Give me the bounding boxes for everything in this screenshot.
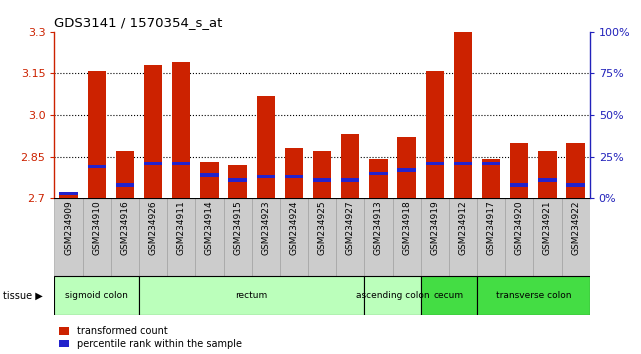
Text: GSM234924: GSM234924 [290,201,299,255]
Bar [510,143,528,198]
Bar [510,183,528,187]
Text: GSM234919: GSM234919 [430,201,439,255]
Text: tissue ▶: tissue ▶ [3,291,43,301]
Text: GSM234920: GSM234920 [515,201,524,255]
Bar [196,198,224,276]
Bar [420,276,477,315]
Text: GSM234910: GSM234910 [92,201,101,255]
Bar [200,173,219,177]
Text: GSM234912: GSM234912 [458,201,467,255]
Bar [54,198,83,276]
Bar [172,162,190,165]
Text: GSM234926: GSM234926 [149,201,158,255]
Bar [313,178,331,182]
Text: GSM234922: GSM234922 [571,201,580,255]
Bar [60,192,78,195]
Bar [538,178,556,182]
Bar [139,198,167,276]
Bar [83,198,111,276]
Bar [397,137,416,198]
Bar [54,276,139,315]
Text: GDS3141 / 1570354_s_at: GDS3141 / 1570354_s_at [54,16,223,29]
Legend: transformed count, percentile rank within the sample: transformed count, percentile rank withi… [60,326,242,349]
Bar [477,198,505,276]
Bar [341,178,360,182]
Bar [256,175,275,178]
Bar [256,96,275,198]
Bar [454,32,472,198]
Bar [562,198,590,276]
Bar [341,135,360,198]
Bar [228,178,247,182]
Bar [285,148,303,198]
Text: ascending colon: ascending colon [356,291,429,300]
Text: GSM234918: GSM234918 [402,201,411,255]
Text: GSM234914: GSM234914 [205,201,214,255]
Bar [88,165,106,168]
Text: GSM234911: GSM234911 [177,201,186,255]
Bar [392,198,420,276]
Bar [505,198,533,276]
Bar [139,276,364,315]
Bar [369,159,388,198]
Bar [397,168,416,172]
Bar [144,65,162,198]
Bar [426,71,444,198]
Text: GSM234917: GSM234917 [487,201,495,255]
Text: cecum: cecum [434,291,464,300]
Bar [336,198,364,276]
Bar [482,162,500,165]
Bar [420,198,449,276]
Text: GSM234923: GSM234923 [262,201,271,255]
Text: transverse colon: transverse colon [495,291,571,300]
Bar [280,198,308,276]
Text: sigmoid colon: sigmoid colon [65,291,128,300]
Bar [224,198,252,276]
Bar [144,162,162,165]
Bar [567,183,585,187]
Bar [200,162,219,198]
Bar [308,198,336,276]
Text: GSM234909: GSM234909 [64,201,73,255]
Bar [116,183,134,187]
Bar [111,198,139,276]
Bar [88,71,106,198]
Text: GSM234927: GSM234927 [345,201,354,255]
Text: GSM234921: GSM234921 [543,201,552,255]
Bar [228,165,247,198]
Bar [567,143,585,198]
Bar [60,193,78,198]
Bar [369,172,388,175]
Bar [285,175,303,178]
Bar [426,162,444,165]
Bar [172,62,190,198]
Bar [116,151,134,198]
Bar [313,151,331,198]
Bar [364,276,420,315]
Bar [167,198,196,276]
Bar [449,198,477,276]
Text: GSM234925: GSM234925 [317,201,327,255]
Text: rectum: rectum [235,291,268,300]
Bar [482,159,500,198]
Bar [252,198,280,276]
Bar [364,198,392,276]
Bar [533,198,562,276]
Text: GSM234915: GSM234915 [233,201,242,255]
Text: GSM234916: GSM234916 [121,201,129,255]
Bar [538,151,556,198]
Bar [477,276,590,315]
Text: GSM234913: GSM234913 [374,201,383,255]
Bar [454,162,472,165]
